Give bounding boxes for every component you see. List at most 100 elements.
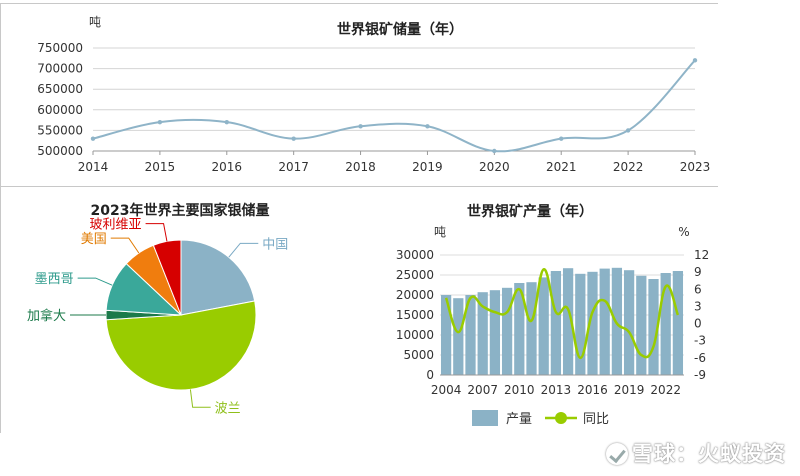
divider: [0, 186, 718, 187]
production-x-tick: 2004: [431, 383, 462, 397]
top-border: [0, 3, 718, 4]
pie-leader-line: [110, 237, 140, 254]
reserves-y-unit: 吨: [89, 15, 101, 29]
pie-leader-line: [189, 389, 211, 408]
production-bar: [489, 290, 501, 375]
reserves-y-tick: 550000: [37, 123, 83, 137]
pie-leader-line: [77, 277, 113, 286]
production-y2-tick: 12: [694, 248, 709, 262]
reserves-x-tick: 2020: [479, 160, 510, 174]
production-y-tick: 5000: [403, 348, 434, 362]
production-bar: [636, 275, 647, 375]
reserves-data-point: [157, 119, 163, 125]
production-bar: [660, 273, 671, 375]
reserves-x-tick: 2019: [412, 160, 443, 174]
reserves-data-point: [358, 124, 363, 129]
pie-title: 2023年世界主要国家银储量: [91, 202, 270, 219]
reserves-x-tick: 2021: [546, 160, 577, 174]
reserves-data-point: [692, 58, 698, 63]
pie-label: 中国: [262, 237, 288, 252]
production-x-tick: 2022: [650, 383, 681, 397]
production-x-tick: 2007: [467, 383, 498, 397]
production-bar: [538, 277, 549, 375]
production-bar: [648, 279, 659, 375]
reserves-x-tick: 2015: [145, 160, 176, 174]
reserves-data-point: [425, 124, 430, 129]
production-bar: [550, 271, 562, 375]
reserves-title: 世界银矿储量（年）: [337, 21, 463, 38]
reserves-data-point: [559, 136, 564, 141]
production-bar: [562, 268, 574, 375]
reserves-data-point: [90, 136, 96, 141]
production-y-tick: 20000: [396, 288, 434, 302]
reserves-y-tick: 700000: [37, 62, 83, 76]
production-y-unit: 吨: [434, 225, 446, 239]
production-title: 世界银矿产量（年）: [467, 203, 593, 220]
production-y2-tick: 9: [694, 265, 702, 279]
reserves-data-point: [291, 136, 296, 141]
legend-bar-swatch: [472, 410, 498, 426]
production-bar: [477, 292, 488, 375]
reserves-x-tick: 2017: [278, 160, 309, 174]
snowball-logo-icon: [606, 443, 628, 465]
production-y-tick: 25000: [396, 268, 434, 282]
reserves-data-point: [625, 128, 631, 133]
production-bar: [465, 295, 476, 375]
production-y2-tick: -6: [694, 351, 706, 365]
production-bar: [575, 273, 586, 375]
production-y2-tick: -9: [694, 368, 706, 382]
production-x-tick: 2010: [504, 383, 535, 397]
reserves-x-tick: 2022: [613, 160, 644, 174]
production-x-tick: 2019: [614, 383, 645, 397]
pie-label: 墨西哥: [35, 272, 74, 287]
production-y2-tick: 6: [694, 282, 702, 296]
production-x-tick: 2013: [541, 383, 572, 397]
reserves-x-tick: 2016: [212, 160, 243, 174]
reserves-data-point: [492, 148, 497, 154]
yoy-series-line: [444, 268, 680, 360]
legend-bar-label: 产量: [506, 412, 532, 427]
production-bar: [501, 287, 513, 375]
production-y2-tick: 3: [694, 299, 702, 313]
pie-slice: [152, 239, 182, 316]
production-bar: [440, 295, 452, 375]
pie-leader-line: [228, 242, 259, 258]
reserves-series-line: [92, 59, 696, 153]
production-bar: [587, 271, 598, 375]
watermark-text: 雪球：火蚁投资: [632, 442, 786, 466]
pie-leader-line: [145, 223, 168, 242]
production-y2-tick: 0: [694, 317, 702, 331]
production-y-tick: 10000: [396, 328, 434, 342]
production-y-tick: 0: [426, 368, 434, 382]
production-bar: [526, 282, 537, 375]
production-bar: [672, 271, 684, 375]
pie-label: 波兰: [215, 401, 241, 416]
production-bar: [514, 283, 525, 375]
left-border: [0, 3, 1, 433]
reserves-x-tick: 2014: [78, 160, 109, 174]
reserves-y-tick: 750000: [37, 41, 83, 55]
pie-slice: [105, 300, 257, 391]
production-y2-unit: %: [678, 225, 689, 239]
legend-line-marker: [555, 412, 567, 424]
watermark: 雪球：火蚁投资: [606, 438, 786, 468]
production-y2-tick: -3: [694, 334, 706, 348]
reserves-data-point: [224, 119, 229, 125]
pie-slice: [180, 239, 256, 316]
production-bar: [623, 270, 635, 375]
production-bar: [599, 268, 610, 375]
pie-label: 美国: [81, 232, 107, 247]
production-y-tick: 30000: [396, 248, 434, 262]
production-x-tick: 2016: [577, 383, 608, 397]
production-bar: [453, 298, 464, 375]
pie-label: 玻利维亚: [90, 218, 142, 233]
reserves-x-tick: 2018: [345, 160, 376, 174]
pie-label: 加拿大: [27, 308, 66, 324]
legend-line-label: 同比: [583, 412, 609, 427]
reserves-x-tick: 2023: [680, 160, 711, 174]
reserves-y-tick: 650000: [37, 82, 83, 96]
reserves-y-tick: 500000: [37, 144, 83, 158]
production-y-tick: 15000: [396, 308, 434, 322]
reserves-y-tick: 600000: [37, 103, 83, 117]
